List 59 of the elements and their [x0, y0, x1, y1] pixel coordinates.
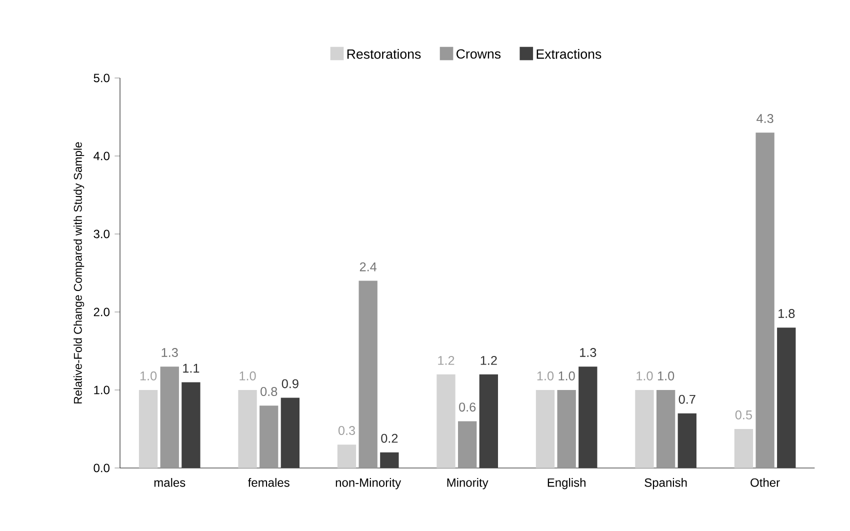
bar — [656, 390, 676, 468]
bar — [678, 413, 696, 468]
data-label: 1.2 — [438, 356, 454, 365]
y-axis-title: Relative-Fold Change Compared with Study Sample — [74, 142, 84, 404]
bar — [182, 382, 200, 468]
bar — [635, 390, 654, 468]
data-label: 1.2 — [480, 356, 497, 365]
bar — [557, 390, 576, 468]
legend-label: Crowns — [456, 49, 501, 59]
x-tick-label: non-Minority — [336, 478, 402, 490]
data-label: 4.3 — [756, 114, 774, 123]
bar — [578, 366, 598, 468]
data-label: 1.0 — [537, 371, 554, 380]
x-tick-label: Spanish — [644, 478, 687, 490]
legend-label: Extractions — [536, 49, 602, 59]
data-label: 0.3 — [338, 426, 356, 435]
data-label: 0.2 — [381, 434, 398, 443]
data-label: 1.1 — [183, 364, 200, 373]
bar — [536, 390, 555, 468]
legend-label: Restorations — [347, 49, 421, 59]
y-tick-label: 0.0 — [94, 464, 110, 472]
data-label: 1.0 — [558, 371, 575, 380]
bar — [160, 366, 179, 468]
x-tick-label: males — [154, 478, 186, 487]
data-label: 0.6 — [459, 402, 476, 412]
y-tick-label: 2.0 — [94, 308, 110, 316]
data-label: 0.8 — [260, 387, 278, 396]
data-label: 1.3 — [162, 348, 178, 357]
x-tick-label: females — [248, 478, 290, 487]
data-label: 2.4 — [360, 262, 377, 272]
data-label: 1.0 — [140, 371, 157, 380]
bar — [436, 374, 456, 468]
y-tick-label: 3.0 — [94, 230, 110, 238]
bar — [260, 406, 278, 468]
bar — [458, 421, 477, 468]
bar — [756, 132, 774, 468]
x-tick-label: Minority — [447, 478, 488, 490]
bar — [380, 452, 399, 468]
bar — [777, 328, 796, 468]
bar — [734, 428, 754, 468]
bar — [479, 374, 498, 468]
data-label: 0.5 — [735, 410, 752, 420]
bar — [280, 398, 300, 468]
data-label: 1.3 — [580, 348, 596, 357]
y-tick-label: 5.0 — [94, 74, 110, 82]
data-label: 0.7 — [678, 394, 696, 404]
data-label: 0.9 — [282, 379, 298, 388]
y-tick-label: 4.0 — [94, 152, 110, 160]
x-tick-label: Other — [750, 478, 780, 487]
bar — [337, 444, 356, 468]
y-tick-label: 1.0 — [94, 386, 110, 394]
bar — [238, 390, 257, 468]
data-label: 1.0 — [240, 371, 256, 380]
x-tick-label: English — [548, 478, 586, 490]
data-label: 1.0 — [636, 371, 653, 380]
bar — [358, 280, 378, 468]
data-label: 1.0 — [658, 371, 674, 380]
data-label: 1.8 — [778, 309, 795, 318]
bar — [138, 390, 158, 468]
